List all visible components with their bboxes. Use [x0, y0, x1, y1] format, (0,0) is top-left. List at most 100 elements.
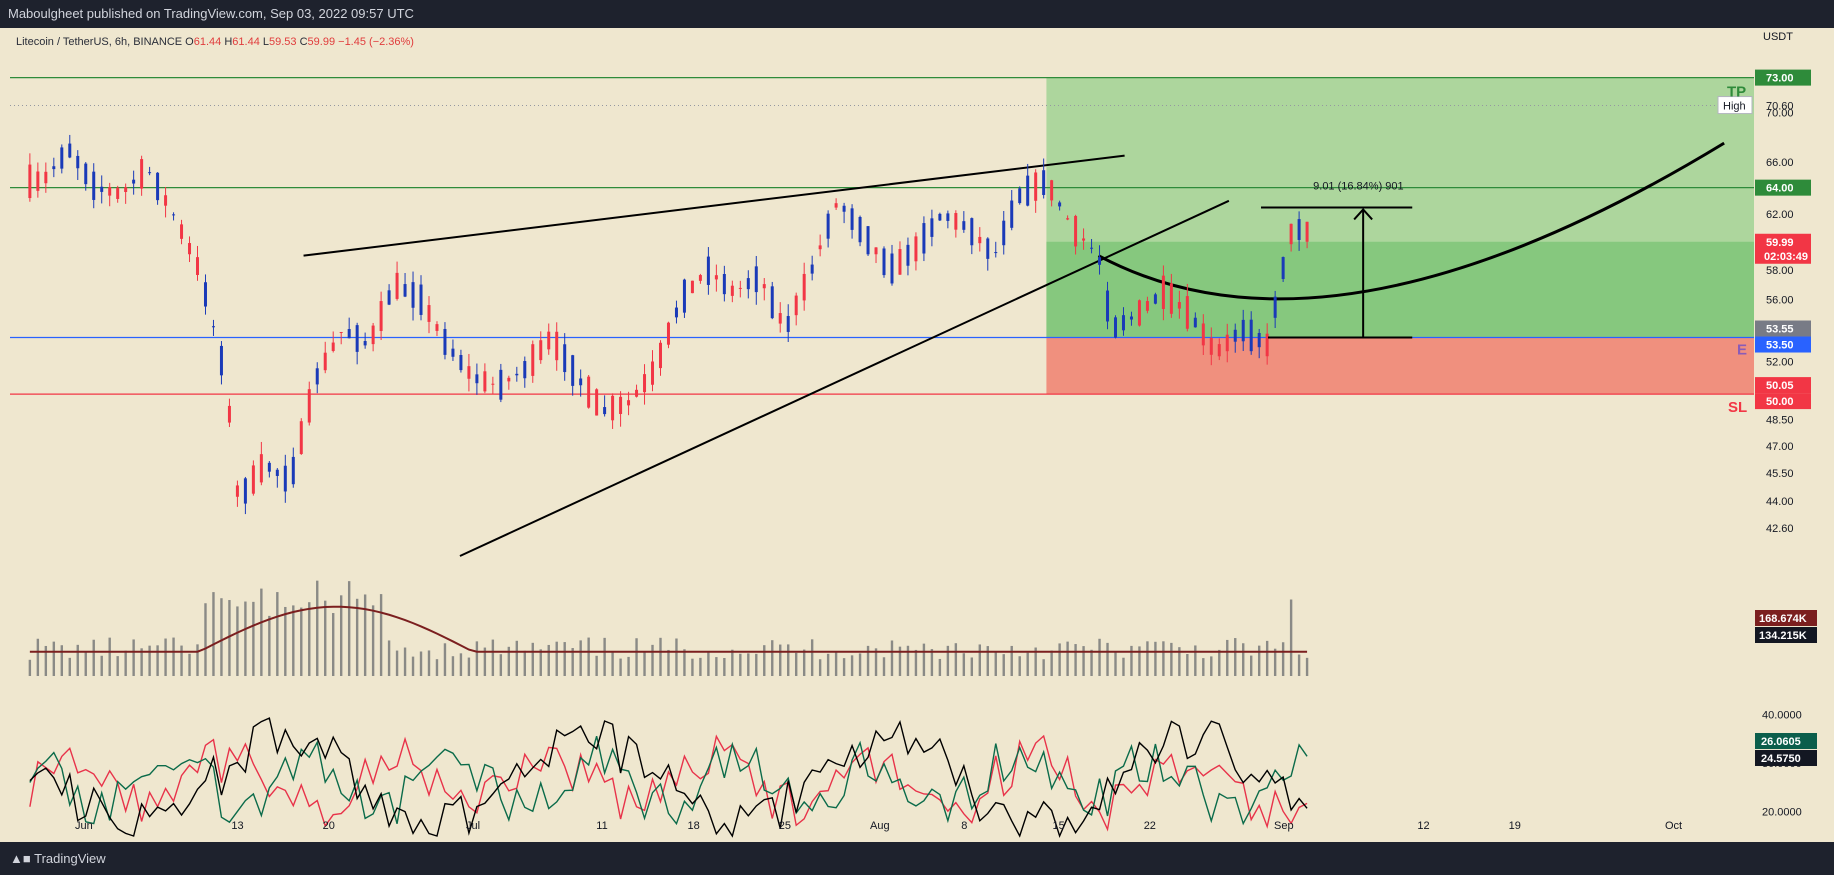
candle-body: [770, 286, 774, 319]
volume-bar: [643, 651, 646, 676]
time-axis-tick: 11: [596, 820, 607, 832]
volume-bar: [627, 656, 630, 676]
volume-badge-text: 168.674K: [1759, 613, 1807, 625]
volume-bar: [76, 644, 79, 676]
volume-bar: [268, 615, 271, 676]
volume-bar: [986, 646, 989, 676]
tradingview-logo-icon[interactable]: ▲■: [10, 851, 31, 866]
volume-bar: [747, 653, 750, 676]
volume-bar: [1305, 657, 1309, 676]
volume-bar: [1250, 655, 1253, 676]
candle-body: [690, 280, 694, 294]
volume-bar: [1162, 641, 1165, 676]
price-axis-tick: 62.00: [1766, 209, 1794, 221]
volume-bar: [723, 658, 726, 676]
volume-bar: [411, 656, 415, 676]
volume-bar: [164, 638, 167, 676]
price-axis-bg: [1754, 28, 1834, 842]
candle-body: [1177, 302, 1181, 309]
candle-body: [515, 373, 519, 376]
candle-body: [84, 163, 88, 185]
volume-bar: [324, 600, 327, 676]
candle-body: [1153, 294, 1157, 304]
candle-body: [539, 340, 543, 361]
volume-bar: [308, 602, 311, 676]
volume-bar: [1130, 645, 1133, 676]
time-axis-tick: Sep: [1274, 820, 1294, 832]
volume-bar: [459, 653, 463, 676]
volume-bar: [1106, 642, 1109, 676]
candle-body: [954, 213, 958, 230]
price-badge-countdown: 02:03:49: [1764, 251, 1808, 263]
volume-bar: [435, 659, 439, 676]
publisher-bar: Maboulgheet published on TradingView.com…: [0, 0, 1834, 28]
volume-bar: [954, 643, 958, 676]
price-axis-tick: 70.00: [1766, 108, 1794, 120]
open-value: 61.44: [193, 36, 222, 48]
candle-body: [635, 389, 639, 397]
volume-bar: [946, 645, 950, 676]
price-axis-tick: 45.50: [1766, 468, 1794, 480]
candle-body: [906, 244, 910, 266]
price-badge-text: 53.55: [1766, 324, 1794, 336]
chart-canvas[interactable]: USDT70.0066.0062.0058.0056.0054.0052.004…: [0, 28, 1834, 842]
volume-bar: [212, 592, 215, 676]
high-marker-value: 70.60: [1766, 101, 1794, 113]
high-marker-label: High: [1723, 101, 1746, 113]
volume-bar: [1202, 658, 1205, 676]
candle-body: [419, 284, 423, 315]
candle-body: [986, 238, 990, 259]
low-label: L: [262, 36, 269, 48]
candle-body: [44, 171, 48, 184]
price-axis-tick: 58.00: [1766, 265, 1794, 277]
cup-curve: [1097, 141, 1725, 301]
volume-bar: [300, 607, 303, 676]
candle-body: [882, 248, 886, 276]
candle-body: [714, 275, 718, 280]
volume-bar: [635, 638, 638, 676]
oscillator-badge-text: 24.5750: [1761, 753, 1801, 765]
candle-body: [435, 324, 439, 331]
volume-bar: [387, 640, 391, 676]
candle-body: [196, 257, 200, 275]
tp-label: TP: [1727, 84, 1746, 101]
time-axis-tick: Aug: [870, 820, 890, 832]
candle-body: [180, 224, 184, 239]
volume-bar: [850, 655, 854, 676]
volume-bar: [395, 650, 399, 676]
candle-body: [1121, 315, 1125, 331]
volume-bar: [244, 601, 247, 676]
candle-body: [1249, 319, 1253, 352]
candle-body: [387, 290, 391, 305]
chart-area[interactable]: USDT70.0066.0062.0058.0056.0054.0052.004…: [0, 28, 1834, 842]
volume-bar: [1050, 650, 1053, 676]
candle-body: [491, 383, 495, 385]
volume-bar: [1281, 642, 1285, 676]
oscillator-badge: [1755, 733, 1817, 749]
candle-body: [188, 243, 192, 255]
candle-body: [978, 236, 982, 244]
candle-body: [842, 205, 846, 212]
candle-body: [746, 278, 750, 290]
volume-bar: [92, 639, 95, 676]
volume-bar: [1194, 645, 1197, 676]
volume-bar: [172, 637, 175, 676]
volume-bar: [371, 605, 375, 676]
candle-body: [1257, 332, 1261, 348]
time-axis-tick: 20: [323, 820, 335, 832]
candle-body: [730, 285, 734, 296]
candle-body: [1034, 172, 1038, 201]
candle-body: [682, 279, 686, 313]
volume-bar: [1170, 642, 1173, 676]
candle-body: [275, 469, 279, 476]
candle-body: [994, 252, 998, 254]
volume-bar: [763, 645, 766, 676]
volume-bar: [1242, 643, 1245, 676]
volume-bar: [284, 606, 287, 676]
price-axis-tick: 44.00: [1766, 496, 1794, 508]
volume-bar: [970, 657, 974, 676]
volume-bar: [914, 649, 918, 676]
price-badge-text: 59.99: [1766, 237, 1794, 249]
volume-bar: [1265, 640, 1269, 676]
brand-name[interactable]: TradingView: [34, 851, 106, 866]
